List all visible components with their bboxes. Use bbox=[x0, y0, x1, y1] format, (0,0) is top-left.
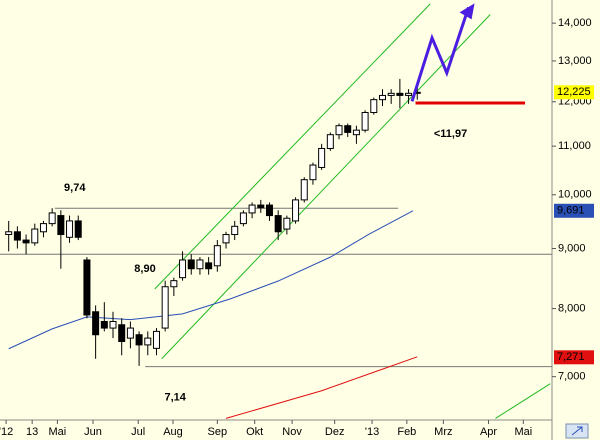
trend-line bbox=[495, 383, 551, 419]
x-tick-label: Apr bbox=[480, 426, 497, 438]
candle-body bbox=[74, 220, 82, 238]
candle-body bbox=[274, 215, 282, 233]
level-label: 7,14 bbox=[164, 391, 186, 403]
projection-line bbox=[410, 6, 470, 102]
x-tick-label: '13 bbox=[365, 426, 379, 438]
candle-body bbox=[318, 147, 326, 168]
candle-body bbox=[205, 262, 213, 270]
x-tick-label: Mai bbox=[514, 426, 532, 438]
trend-line bbox=[161, 14, 491, 360]
candle-body bbox=[335, 125, 343, 136]
x-tick-label: Mrz bbox=[434, 426, 452, 438]
x-tick-label: Nov bbox=[282, 426, 302, 438]
y-tick-label: 7,000 bbox=[558, 371, 586, 383]
candle-body bbox=[83, 259, 91, 316]
candle-body bbox=[39, 223, 47, 233]
candle-body bbox=[309, 164, 317, 181]
moving-average bbox=[8, 210, 414, 350]
candle-body bbox=[144, 337, 152, 346]
candle-body bbox=[118, 324, 126, 342]
candle-body bbox=[213, 245, 221, 267]
projection-arrowhead bbox=[459, 3, 475, 20]
candle-body bbox=[361, 112, 369, 131]
last-value-label: 12,225 bbox=[557, 86, 591, 98]
y-tick-label: 8,000 bbox=[558, 302, 586, 314]
y-tick-label: 11,000 bbox=[558, 140, 591, 152]
candle-body bbox=[387, 92, 395, 96]
y-tick-label: 14,000 bbox=[558, 17, 592, 29]
candle-body bbox=[22, 239, 30, 244]
y-tick-label: 10,000 bbox=[558, 189, 592, 201]
candle-body bbox=[222, 234, 230, 244]
candle-body bbox=[5, 231, 13, 236]
candle-body bbox=[292, 199, 300, 222]
candle-body bbox=[187, 259, 195, 270]
x-tick-label: '12 bbox=[0, 426, 13, 438]
candle-body bbox=[126, 327, 134, 339]
candle-body bbox=[352, 129, 360, 136]
y-tick-label: 9,000 bbox=[558, 242, 586, 254]
last-value-box bbox=[554, 85, 594, 100]
candle-body bbox=[300, 179, 308, 201]
candle-body bbox=[231, 225, 239, 236]
candle-body bbox=[344, 125, 352, 133]
candle-body bbox=[152, 330, 160, 349]
candle-body bbox=[378, 94, 386, 101]
candle-body bbox=[66, 220, 74, 238]
candle-body bbox=[135, 334, 143, 346]
candle-body bbox=[170, 280, 178, 288]
candle-body bbox=[31, 228, 39, 244]
candle-body bbox=[370, 99, 378, 114]
trend-line bbox=[154, 3, 431, 290]
last-value-label: 7,271 bbox=[557, 351, 585, 363]
candle-body bbox=[57, 215, 65, 236]
x-tick-label: Dez bbox=[325, 426, 345, 438]
x-tick-label: Feb bbox=[397, 426, 416, 438]
level-label: <11,97 bbox=[434, 128, 467, 140]
candle-body bbox=[265, 204, 273, 217]
candle-body bbox=[283, 217, 291, 230]
x-tick-label: Sep bbox=[208, 426, 228, 438]
candle-body bbox=[13, 231, 21, 241]
candle-body bbox=[161, 286, 169, 329]
candle-body bbox=[326, 134, 334, 149]
level-label: 9,74 bbox=[64, 182, 86, 194]
x-tick-label: Aug bbox=[163, 426, 183, 438]
candle-body bbox=[48, 212, 56, 225]
candle-body bbox=[239, 212, 247, 225]
x-tick-label: 13 bbox=[26, 426, 38, 438]
candle-body bbox=[109, 320, 117, 329]
level-label: 8,90 bbox=[134, 263, 155, 275]
candle-body bbox=[405, 92, 413, 96]
x-tick-label: Jul bbox=[131, 426, 145, 438]
candle-body bbox=[257, 204, 265, 209]
candle-body bbox=[179, 259, 187, 279]
x-tick-label: Jun bbox=[84, 426, 102, 438]
candle-body bbox=[196, 259, 204, 270]
candle-body bbox=[92, 311, 100, 336]
corner-icon-arrow bbox=[571, 426, 583, 436]
x-tick-label: Okt bbox=[246, 426, 263, 438]
y-tick-label: 13,000 bbox=[558, 55, 592, 67]
moving-average bbox=[225, 356, 418, 419]
candle-body bbox=[100, 320, 108, 329]
last-value-label: 9,691 bbox=[557, 205, 585, 217]
x-tick-label: Mai bbox=[49, 426, 67, 438]
last-value-box bbox=[554, 203, 594, 218]
candle-body bbox=[396, 92, 404, 96]
last-value-box bbox=[554, 350, 594, 365]
candle-body bbox=[248, 204, 256, 214]
